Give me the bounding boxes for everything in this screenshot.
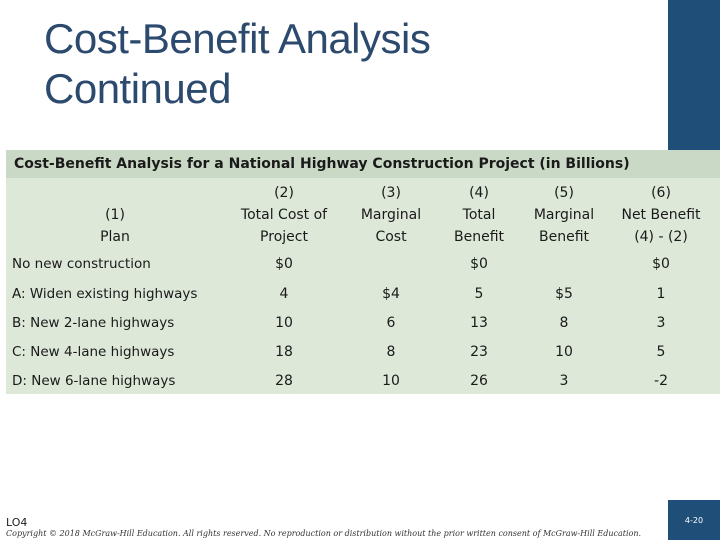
cell-plan: D: New 6-lane highways (12, 373, 176, 389)
cell-marginal-benefit: 8 (559, 315, 569, 331)
table-row: No new construction $0 $0 $0 (6, 250, 720, 279)
cell-marginal-cost: $4 (382, 286, 400, 302)
cell-total-benefit: 26 (470, 373, 488, 389)
table-row: C: New 4-lane highways 18 8 23 10 5 (6, 338, 720, 367)
cell-net-benefit: $0 (652, 256, 670, 272)
bottom-right-accent-bar (668, 500, 720, 540)
cell-total-benefit: 13 (470, 315, 488, 331)
cell-marginal-cost (346, 250, 436, 279)
table-row: D: New 6-lane highways 28 10 26 3 -2 (6, 367, 720, 396)
header-marginal-benefit: (5) Marginal Benefit (533, 185, 595, 245)
slide-title-line-1: Cost-Benefit Analysis (44, 15, 431, 62)
cell-total-cost: $0 (275, 256, 293, 272)
cell-total-benefit: 5 (474, 286, 484, 302)
cell-marginal-cost: 8 (386, 344, 396, 360)
header-total-benefit: (4) Total Benefit (453, 185, 504, 245)
cell-net-benefit: -2 (654, 373, 668, 389)
table-row: B: New 2-lane highways 10 6 13 8 3 (6, 309, 720, 338)
table-row: A: Widen existing highways 4 $4 5 $5 1 (6, 280, 720, 309)
cell-marginal-benefit: 3 (559, 373, 569, 389)
learning-objective-label: LO4 (6, 516, 28, 529)
copyright-notice: Copyright © 2018 McGraw-Hill Education. … (6, 529, 642, 538)
cell-total-cost: 4 (279, 286, 289, 302)
slide-title-line-2: Continued (44, 65, 231, 112)
cell-net-benefit: 1 (656, 286, 666, 302)
page-number: 4-20 (684, 516, 704, 525)
cell-marginal-cost: 6 (386, 315, 396, 331)
cell-total-cost: 10 (275, 315, 293, 331)
cell-total-cost: 18 (275, 344, 293, 360)
header-total-cost: (2) Total Cost of Project (240, 185, 328, 245)
top-right-accent-bar (668, 0, 720, 150)
cell-net-benefit: 5 (656, 344, 666, 360)
cost-benefit-table (6, 150, 720, 394)
cell-marginal-benefit: $5 (555, 286, 573, 302)
cell-plan: B: New 2-lane highways (12, 315, 175, 331)
slide-title: Cost-Benefit Analysis Continued (44, 14, 644, 114)
table-caption: Cost-Benefit Analysis for a National Hig… (6, 150, 720, 178)
cell-total-benefit: 23 (470, 344, 488, 360)
cell-total-cost: 28 (275, 373, 293, 389)
cell-marginal-cost: 10 (382, 373, 400, 389)
cell-net-benefit: 3 (656, 315, 666, 331)
header-net-benefit: (6) Net Benefit (4) - (2) (621, 185, 701, 245)
cell-total-benefit: $0 (470, 256, 488, 272)
cell-plan: C: New 4-lane highways (12, 344, 175, 360)
cell-plan: A: Widen existing highways (12, 286, 198, 302)
cell-marginal-benefit: 10 (555, 344, 573, 360)
cell-plan: No new construction (12, 256, 151, 272)
cell-marginal-benefit (520, 250, 608, 279)
header-plan: (1) Plan (100, 207, 130, 245)
header-marginal-cost: (3) Marginal Cost (360, 185, 422, 245)
